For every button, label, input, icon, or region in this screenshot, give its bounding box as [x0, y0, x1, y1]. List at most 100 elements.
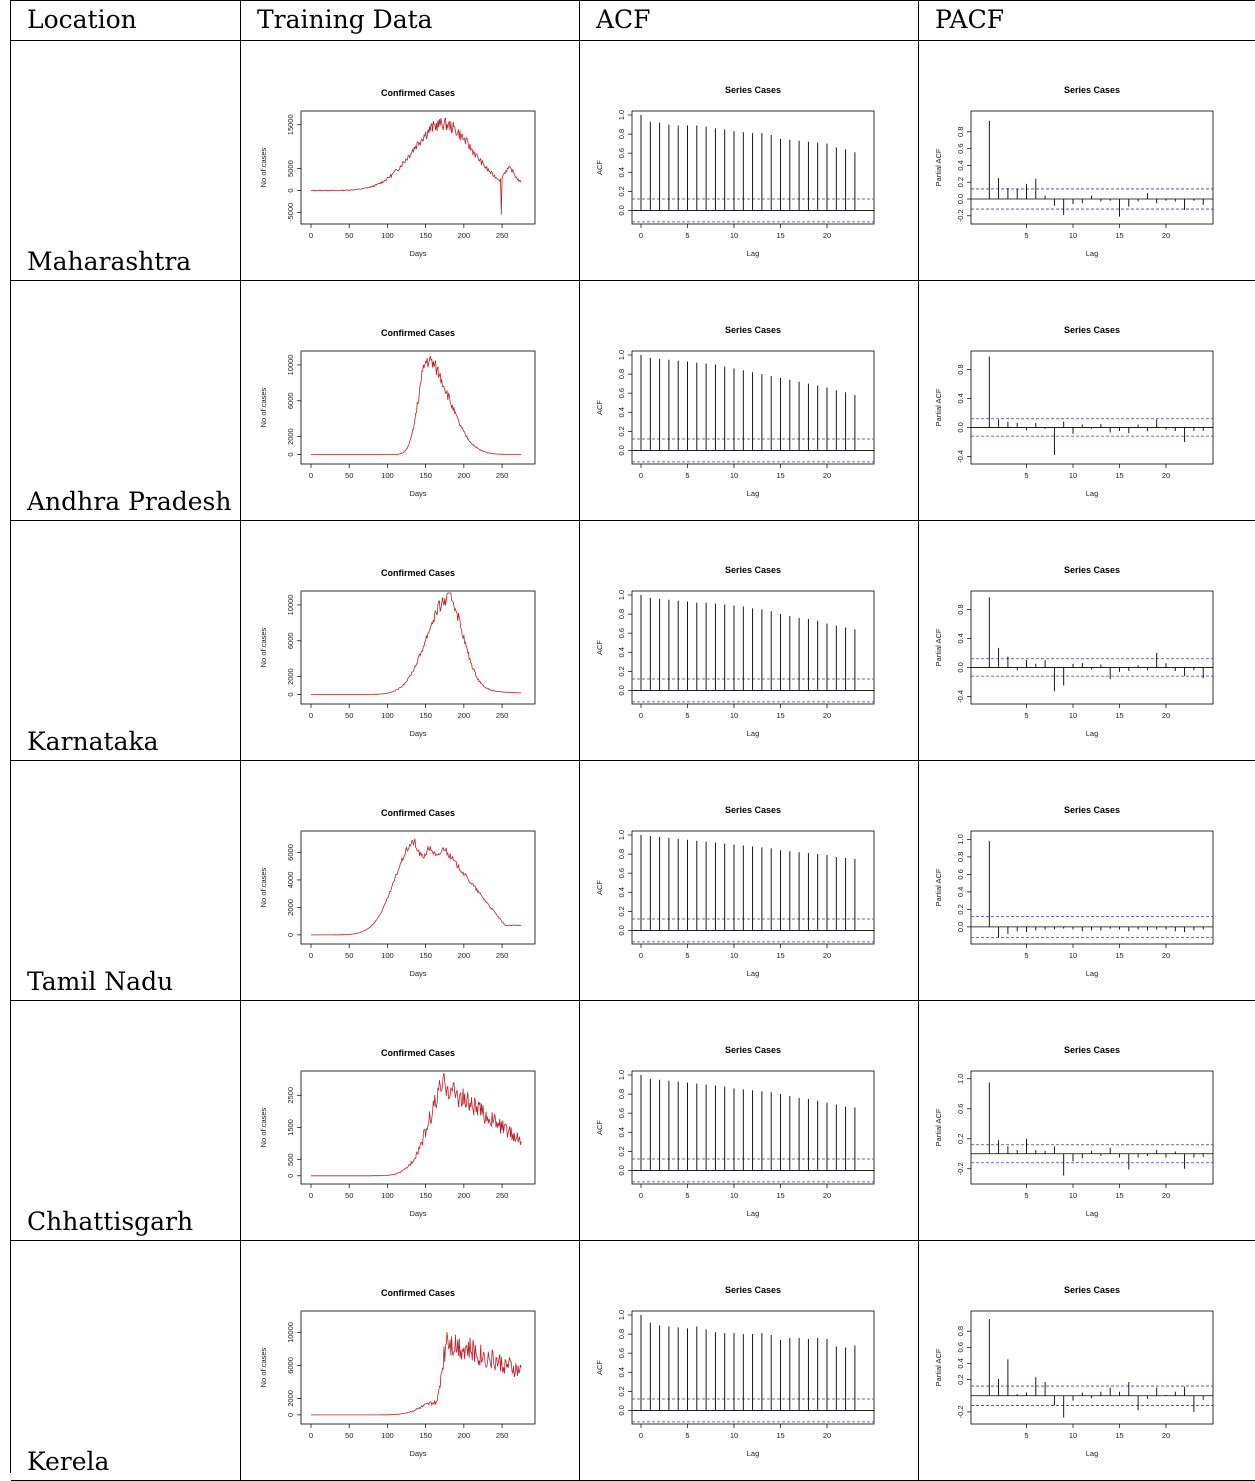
x-tick-label: 20 [1162, 711, 1170, 720]
plot-frame [970, 830, 1214, 945]
x-tick-label: 0 [639, 711, 643, 720]
training-data-cell: Confirmed Cases 0 50 100 150 200 250 0 500 1500 25… [241, 1001, 580, 1241]
x-tick-label: 20 [823, 1191, 831, 1200]
x-tick-label: 200 [458, 231, 471, 240]
y-tick-label: 6000 [286, 844, 295, 861]
chart-title: Series Cases [725, 1285, 781, 1295]
x-tick-label: 250 [496, 1191, 509, 1200]
x-tick-label: 10 [730, 951, 738, 960]
chart-title: Series Cases [725, 1045, 781, 1055]
chart-title: Confirmed Cases [381, 1288, 455, 1298]
x-tick-label: 100 [381, 1431, 394, 1440]
acf-cell: Series Cases 5 10 15 20 0 0.0 0.2 0.4 0.6 0.8 1.0 La… [580, 521, 919, 761]
y-tick-label: 0 [286, 933, 295, 937]
chart-title: Confirmed Cases [381, 1048, 455, 1058]
chart-title: Series Cases [725, 805, 781, 815]
y-axis-label: ACF [595, 1120, 604, 1135]
y-tick-label: 0.0 [956, 922, 965, 932]
y-tick-label: 0.0 [617, 1165, 626, 1175]
training-chart: Confirmed Cases 0 50 100 150 200 250 0 2000 6000 1… [259, 328, 536, 498]
y-axis-label: Partial ACF [934, 628, 943, 666]
acf-cell: Series Cases 5 10 15 20 0 0.0 0.2 0.4 0.6 0.8 1.0 La… [580, 41, 919, 281]
y-tick-label: 10000 [286, 355, 295, 376]
x-tick-label: 0 [639, 1431, 643, 1440]
x-tick-label: 10 [1069, 231, 1077, 240]
y-tick-label: 0.6 [617, 868, 626, 878]
location-cell: Maharashtra [11, 41, 241, 281]
x-tick-label: 20 [823, 711, 831, 720]
location-label: Tamil Nadu [27, 967, 174, 996]
y-tick-label: 0.6 [956, 869, 965, 879]
x-tick-label: 250 [496, 1431, 509, 1440]
y-tick-label: 0 [286, 1174, 295, 1178]
x-tick-label: 20 [823, 471, 831, 480]
y-tick-label: 4000 [286, 872, 295, 889]
y-tick-label: -5000 [286, 203, 295, 222]
y-tick-label: 6000 [286, 392, 295, 409]
chart-title: Series Cases [1064, 565, 1120, 575]
x-axis-label: Days [409, 1449, 426, 1458]
training-chart: Confirmed Cases 0 50 100 150 200 250 0 2000 6000 1… [259, 568, 536, 738]
x-tick-label: 10 [1069, 1431, 1077, 1440]
x-tick-label: 5 [685, 711, 689, 720]
x-axis-label: Days [409, 969, 426, 978]
y-tick-label: 0.8 [617, 1089, 626, 1099]
x-tick-label: 250 [496, 471, 509, 480]
acf-chart: Series Cases 5 10 15 20 0 0.0 0.2 0.4 0.6 0.8 1.0 La… [595, 1285, 875, 1458]
y-axis-label: No of cases [259, 867, 268, 907]
pacf-chart: Series Cases 5 10 15 20 -0.2 0.0 0.2 0.4 0.6 0.8 La… [934, 85, 1214, 258]
x-axis-label: Lag [1086, 489, 1099, 498]
chart-title: Series Cases [1064, 85, 1120, 95]
y-tick-label: 0.4 [617, 887, 626, 897]
x-tick-label: 15 [1115, 471, 1123, 480]
y-tick-label: 0.8 [617, 609, 626, 619]
y-tick-label: 0.0 [956, 194, 965, 204]
y-tick-label: 0.4 [617, 407, 626, 417]
y-tick-label: 15000 [286, 114, 295, 135]
y-tick-label: 10000 [286, 595, 295, 616]
acf-cell: Series Cases 5 10 15 20 0 0.0 0.2 0.4 0.6 0.8 1.0 La… [580, 1241, 919, 1481]
x-tick-label: 100 [381, 231, 394, 240]
plot-frame [631, 830, 875, 945]
plot-frame [970, 350, 1214, 465]
location-label: Kerela [27, 1447, 110, 1476]
y-axis-label: Partial ACF [934, 1348, 943, 1386]
pacf-cell: Series Cases 5 10 15 20 0.0 0.2 0.4 0.6 0.8 1.0 Lag… [919, 761, 1255, 1001]
y-tick-label: 2000 [286, 428, 295, 445]
training-series-line [311, 1072, 522, 1177]
pacf-cell: Series Cases 5 10 15 20 -0.2 0.0 0.2 0.4 0.6 0.8 La… [919, 41, 1255, 281]
pacf-chart: Series Cases 5 10 15 20 -0.4 0.0 0.4 0.8 Lag Parti… [934, 325, 1214, 498]
x-tick-label: 5 [1024, 1431, 1028, 1440]
location-cell: Kerela [11, 1241, 241, 1481]
plot-frame [970, 110, 1214, 225]
x-tick-label: 15 [776, 1431, 784, 1440]
y-tick-label: 0.4 [956, 1358, 965, 1368]
x-axis-label: Lag [747, 249, 760, 258]
x-tick-label: 15 [1115, 231, 1123, 240]
acf-chart: Series Cases 5 10 15 20 0 0.0 0.2 0.4 0.6 0.8 1.0 La… [595, 805, 875, 978]
table-top-border [11, 0, 1255, 1]
x-tick-label: 50 [345, 231, 353, 240]
plot-frame [631, 350, 875, 465]
plot-frame [970, 590, 1214, 705]
training-data-cell: Confirmed Cases 0 50 100 150 200 250 0 2000 6000 1… [241, 281, 580, 521]
x-axis-label: Lag [1086, 729, 1099, 738]
x-tick-label: 250 [496, 951, 509, 960]
y-tick-label: 0.0 [617, 925, 626, 935]
x-tick-label: 0 [639, 231, 643, 240]
pacf-cell: Series Cases 5 10 15 20 -0.4 0.0 0.4 0.8 Lag Parti… [919, 281, 1255, 521]
pacf-chart: Series Cases 5 10 15 20 -0.2 0.2 0.6 1.0 Lag Parti… [934, 1045, 1214, 1218]
y-tick-label: 0.0 [617, 205, 626, 215]
training-data-cell: Confirmed Cases 0 50 100 150 200 250 -5000 0 5000… [241, 41, 580, 281]
x-tick-label: 5 [685, 951, 689, 960]
y-tick-label: 0.2 [956, 1374, 965, 1384]
x-tick-label: 50 [345, 1431, 353, 1440]
x-tick-label: 20 [1162, 1191, 1170, 1200]
x-tick-label: 5 [685, 471, 689, 480]
y-axis-label: No of cases [259, 1347, 268, 1387]
x-tick-label: 5 [685, 231, 689, 240]
y-tick-label: 1.0 [956, 834, 965, 844]
y-tick-label: 2000 [286, 668, 295, 685]
x-tick-label: 15 [1115, 1431, 1123, 1440]
